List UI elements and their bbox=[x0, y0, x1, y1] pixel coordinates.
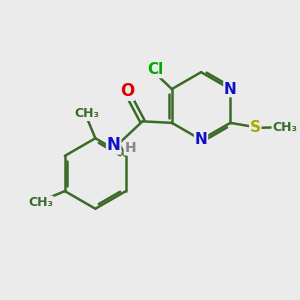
Text: N: N bbox=[107, 136, 121, 154]
Text: CH₃: CH₃ bbox=[28, 196, 53, 209]
Text: N: N bbox=[224, 82, 237, 97]
Text: O: O bbox=[120, 82, 134, 100]
Text: S: S bbox=[250, 120, 261, 135]
Text: CH₃: CH₃ bbox=[272, 121, 297, 134]
Text: Cl: Cl bbox=[148, 62, 164, 77]
Text: H: H bbox=[124, 141, 136, 155]
Text: CH₃: CH₃ bbox=[74, 107, 99, 120]
Text: N: N bbox=[195, 132, 207, 147]
